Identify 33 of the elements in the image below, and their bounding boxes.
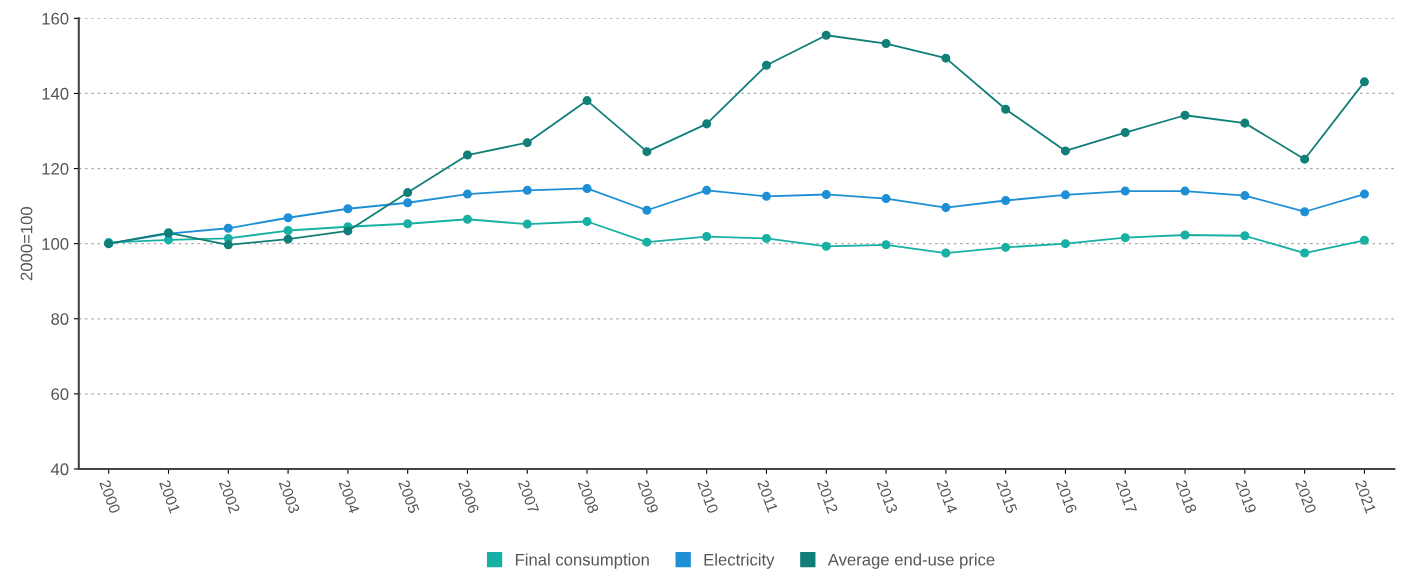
y-tick-label: 40 [50, 463, 69, 476]
x-tick-label: 2011 [757, 479, 779, 513]
x-tick-label: 2005 [398, 479, 420, 514]
x-tick-label: 2002 [218, 479, 241, 514]
x-tick-label: 2003 [278, 479, 300, 514]
x-tick-label: 2013 [876, 479, 898, 514]
x-tick-label: 2014 [936, 479, 958, 515]
x-tick-label: 2010 [697, 479, 719, 514]
x-tick-label: 2006 [458, 479, 480, 514]
x-tick-label: 2001 [159, 479, 181, 514]
x-tick-label: 2015 [996, 479, 1018, 514]
y-tick-label: 160 [42, 12, 69, 25]
x-tick-label: 2000 [99, 479, 121, 514]
y-tick-label: 140 [42, 87, 69, 100]
y-tick-label: 120 [42, 162, 69, 175]
legend-label: Final consumption [515, 553, 649, 569]
y-tick-label: 100 [42, 238, 69, 250]
y-tick-label: 60 [51, 388, 69, 401]
x-tick-label: 2018 [1175, 479, 1197, 514]
y-tick-label: 80 [51, 313, 69, 325]
x-tick-label: 2021 [1355, 479, 1377, 514]
legend-label: Average end-use price [827, 553, 995, 569]
x-tick-label: 2009 [637, 479, 659, 514]
x-tick-label: 2020 [1295, 479, 1317, 514]
x-tick-label: 2012 [816, 479, 839, 514]
x-tick-label: 2016 [1056, 479, 1078, 514]
legend-label: Electricity [704, 553, 775, 569]
x-tick-label: 2017 [1115, 479, 1138, 514]
x-tick-label: 2004 [338, 479, 360, 515]
y-axis-title: 2000=100 [20, 207, 33, 281]
x-tick-label: 2007 [517, 479, 540, 514]
x-tick-label: 2019 [1235, 479, 1257, 514]
x-tick-label: 2008 [577, 479, 599, 514]
